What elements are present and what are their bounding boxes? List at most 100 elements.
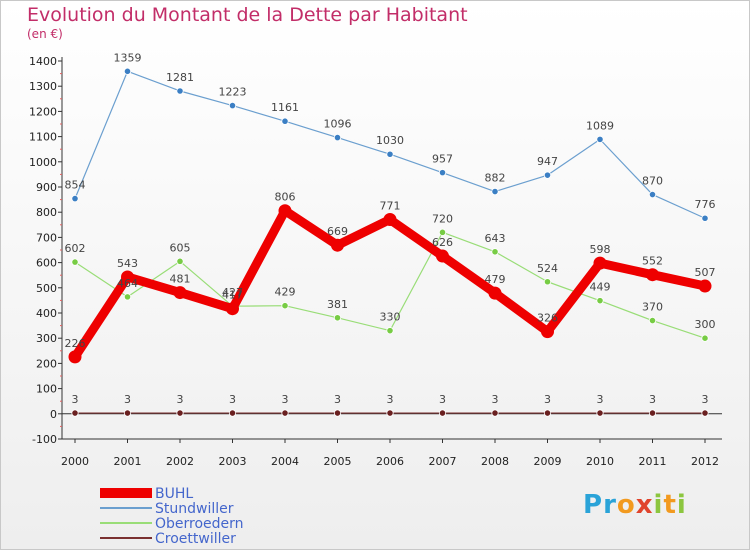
y-tick-label: 1200 [29,105,57,118]
data-label-stundwiller: 947 [537,155,558,168]
data-label-buhl: 543 [117,257,138,270]
y-tick-label: 100 [36,383,57,396]
y-tick-label: 600 [36,257,57,270]
data-point-stundwiller [648,190,657,199]
data-label-oberroedern: 524 [537,262,558,275]
data-point-buhl [541,325,554,339]
data-label-croettwiller: 3 [649,393,656,406]
data-label-oberroedern: 330 [380,311,401,324]
data-label-croettwiller: 3 [702,393,709,406]
data-point-stundwiller [596,135,604,143]
x-tick-label: 2008 [481,455,509,468]
data-point-buhl [278,204,292,218]
data-point-buhl [331,238,344,252]
data-label-stundwiller: 1030 [376,134,404,147]
x-tick-label: 2010 [586,455,614,468]
data-label-croettwiller: 3 [124,393,131,406]
proxiti-logo: Proxiti [583,490,687,520]
data-point-croettwiller [648,409,657,417]
data-point-stundwiller [228,102,237,110]
y-tick-label: 700 [36,231,57,244]
data-label-stundwiller: 1089 [586,119,614,132]
data-label-croettwiller: 3 [439,393,446,406]
data-point-oberroedern [386,327,394,335]
data-label-stundwiller: 1161 [271,101,299,114]
chart-title: Evolution du Montant de la Dette par Hab… [27,4,468,26]
y-tick-label: 400 [36,307,57,320]
data-label-stundwiller: 882 [485,172,506,185]
x-tick-label: 2005 [324,455,352,468]
data-point-buhl [226,302,239,316]
data-point-stundwiller [71,194,79,203]
legend-label-croettwiller: Croettwiller [155,531,236,547]
data-label-buhl: 552 [642,255,663,268]
x-tick-label: 2003 [219,455,247,468]
data-point-buhl [121,270,134,284]
data-label-stundwiller: 776 [695,198,716,211]
data-point-croettwiller [281,409,289,417]
x-tick-label: 2011 [639,455,667,468]
data-point-croettwiller [176,409,184,417]
data-label-oberroedern: 643 [485,232,506,245]
data-label-oberroedern: 300 [695,318,716,331]
data-point-stundwiller [333,134,342,142]
data-point-stundwiller [543,171,552,179]
data-label-buhl: 598 [590,243,611,256]
data-point-oberroedern [176,257,184,265]
data-label-croettwiller: 3 [387,393,394,406]
data-label-oberroedern: 449 [590,281,611,294]
data-label-buhl: 626 [432,236,453,249]
data-point-buhl [68,350,82,364]
data-label-croettwiller: 3 [282,393,289,406]
data-label-oberroedern: 602 [65,242,86,255]
data-label-stundwiller: 854 [65,179,86,192]
data-label-stundwiller: 957 [432,153,453,166]
data-label-oberroedern: 370 [642,301,663,314]
x-tick-label: 2000 [61,455,89,468]
data-point-croettwiller [491,409,499,417]
legend-label-oberroedern: Oberroedern [155,516,244,532]
data-label-oberroedern: 605 [170,241,191,254]
x-tick-label: 2009 [534,455,562,468]
data-point-stundwiller [281,117,289,125]
y-tick-label: 1300 [29,80,57,93]
y-tick-label: 500 [36,282,57,295]
data-label-buhl: 771 [380,200,401,213]
y-tick-label: 0 [50,408,57,421]
data-label-stundwiller: 1281 [166,71,194,84]
x-tick-label: 2004 [271,455,299,468]
data-point-oberroedern [123,293,132,301]
data-label-oberroedern: 720 [432,212,453,225]
data-label-croettwiller: 3 [334,393,341,406]
data-point-oberroedern [281,302,289,310]
data-point-croettwiller [438,409,447,417]
data-label-buhl: 226 [65,337,86,350]
data-point-croettwiller [71,409,79,417]
data-point-buhl [383,213,397,227]
x-tick-label: 2002 [166,455,194,468]
data-label-croettwiller: 3 [72,393,79,406]
data-point-stundwiller [438,169,447,177]
data-label-buhl: 479 [485,273,506,286]
y-tick-label: 300 [36,332,57,345]
legend-label-stundwiller: Stundwiller [155,501,234,517]
data-label-croettwiller: 3 [177,393,184,406]
data-point-oberroedern [701,334,709,342]
y-tick-label: 1400 [29,55,57,68]
data-point-oberroedern [648,316,657,325]
x-tick-label: 2001 [114,455,142,468]
data-label-buhl: 481 [170,273,191,286]
y-tick-label: -100 [32,433,57,446]
data-label-buhl: 326 [537,312,558,325]
data-point-oberroedern [333,314,342,322]
series-layer [68,67,712,417]
data-point-croettwiller [228,409,237,417]
data-point-buhl [173,286,187,300]
data-label-croettwiller: 3 [492,393,499,406]
y-tick-label: 800 [36,206,57,219]
data-point-croettwiller [596,409,604,417]
data-point-croettwiller [123,409,132,417]
data-labels: 226 543 481 417 806 669 771 626 479 326 598 552 507 8… [65,51,716,406]
data-label-oberroedern: 381 [327,298,348,311]
